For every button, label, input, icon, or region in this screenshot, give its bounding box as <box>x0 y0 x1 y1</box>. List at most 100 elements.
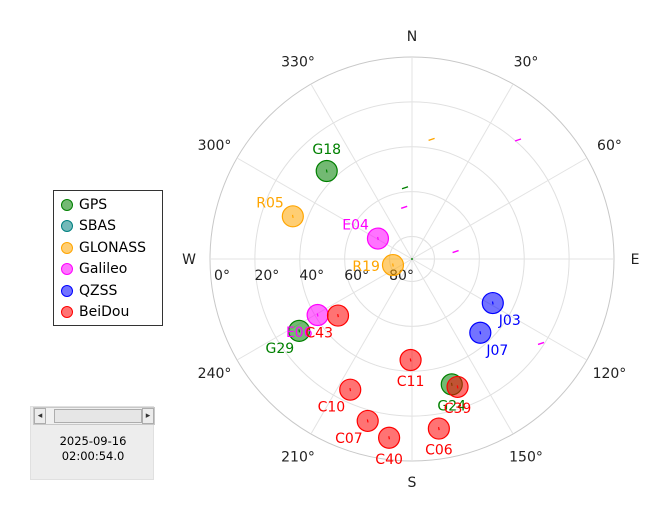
satellite-tracks <box>400 137 545 346</box>
satellite-track-tick <box>366 419 369 423</box>
satellite-track-tick <box>491 301 494 305</box>
azimuth-spoke <box>411 157 588 260</box>
satellite-track-tick <box>479 331 482 335</box>
satellite-r05: R05 <box>256 195 304 228</box>
current-time: 02:00:54.0 <box>61 449 125 463</box>
glonass-marker-icon <box>61 241 73 254</box>
qzss-marker-icon <box>61 284 73 297</box>
satellite-label: G24 <box>437 398 466 414</box>
azimuth-label: 300° <box>198 138 232 154</box>
legend-label: Galileo <box>79 261 128 278</box>
satellite-track-tick <box>456 385 459 389</box>
azimuth-label: 30° <box>514 55 539 71</box>
satellite-track-tick <box>377 236 379 241</box>
satellite-c10: C10 <box>318 378 362 416</box>
satellite-track-tick <box>349 388 352 392</box>
satellite-label: C43 <box>305 326 333 342</box>
azimuth-spoke <box>411 83 514 260</box>
gps-marker-icon <box>61 198 73 211</box>
track-mark <box>452 249 459 254</box>
legend-item-gps: GPS <box>61 194 162 216</box>
satellite-track-tick <box>291 214 294 218</box>
legend-label: QZSS <box>79 282 118 299</box>
satellite-c07: C07 <box>335 409 379 447</box>
satellite-track-tick <box>298 329 301 333</box>
azimuth-label: 150° <box>509 449 543 465</box>
slider-thumb[interactable] <box>54 409 142 423</box>
satellite-label: C10 <box>318 400 346 416</box>
azimuth-spoke <box>310 258 413 435</box>
satellite-j03: J03 <box>481 291 521 329</box>
satellite-c06: C06 <box>425 417 453 459</box>
satellite-label: C06 <box>425 443 453 459</box>
galileo-marker-icon <box>61 263 73 276</box>
legend-item-sbas: SBAS <box>61 216 162 238</box>
direction-label-e: E <box>631 252 640 268</box>
sbas-marker-icon <box>61 220 73 233</box>
satellite-track-tick <box>388 436 390 440</box>
azimuth-spoke <box>411 258 514 435</box>
elevation-label: 40° <box>299 268 324 284</box>
satellite-label: J07 <box>485 343 508 359</box>
legend-item-qzss: QZSS <box>61 280 162 302</box>
satellite-label: C11 <box>397 374 425 390</box>
satellite-track-tick <box>325 169 328 173</box>
satellite-label: R05 <box>256 195 284 211</box>
satellite-track-tick <box>409 358 412 362</box>
track-mark <box>514 138 522 142</box>
satellite-e06: E06 <box>286 303 329 341</box>
legend-item-galileo: Galileo <box>61 259 162 281</box>
satellite-label: C39 <box>444 401 472 417</box>
satellite-markers: G18 G29 G24 R05 R19 E04 E06 J03 J07 C43 C11 C39 C10 C… <box>256 142 520 468</box>
direction-label-s: S <box>408 475 417 491</box>
satellite-g29: G29 <box>266 319 311 357</box>
legend-item-glonass: GLONASS <box>61 237 162 259</box>
azimuth-label: 60° <box>597 138 622 154</box>
track-mark <box>537 341 545 346</box>
legend-label: SBAS <box>79 218 116 235</box>
direction-label-n: N <box>407 29 417 45</box>
satellite-track-tick <box>316 313 319 317</box>
azimuth-label: 210° <box>281 449 315 465</box>
constellation-legend: GPS SBAS GLONASS Galileo QZSS BeiDou <box>53 190 163 326</box>
elevation-label: 0° <box>214 268 230 284</box>
legend-item-beidou: BeiDou <box>61 302 162 324</box>
satellite-track-tick <box>337 313 339 318</box>
track-mark <box>400 205 408 209</box>
satellite-label: R19 <box>352 259 380 275</box>
direction-label-w: W <box>182 252 196 268</box>
satellite-c11: C11 <box>397 348 425 390</box>
satellite-label: E06 <box>286 325 313 341</box>
satellite-label: C07 <box>335 431 363 447</box>
slider-right-arrow-icon[interactable]: ▸ <box>142 408 154 424</box>
satellite-label: G18 <box>312 142 341 158</box>
satellite-e04: E04 <box>342 218 390 250</box>
satellite-c39: C39 <box>444 375 472 417</box>
beidou-marker-icon <box>61 306 73 319</box>
satellite-label: C40 <box>375 452 403 468</box>
elevation-label: 60° <box>344 268 369 284</box>
satellite-g18: G18 <box>312 142 341 183</box>
azimuth-label: 240° <box>198 366 232 382</box>
satellite-track-tick <box>392 263 394 267</box>
azimuth-spoke <box>310 83 413 260</box>
satellite-label: G29 <box>266 341 295 357</box>
elevation-label: 20° <box>254 268 279 284</box>
azimuth-label: 120° <box>593 366 627 382</box>
satellite-c43: C43 <box>305 304 350 342</box>
axis-labels: N E S W 30° 60° 120° 150° 210° 240° 300° 330° 0° 20° 4… <box>182 29 639 491</box>
legend-label: GLONASS <box>79 239 146 256</box>
satellite-label: E04 <box>342 218 369 234</box>
time-control-panel: ◂ ▸ 2025-09-16 02:00:54.0 <box>30 406 155 480</box>
time-slider[interactable]: ◂ ▸ <box>33 407 155 425</box>
slider-left-arrow-icon[interactable]: ◂ <box>34 408 46 424</box>
satellite-r19: R19 <box>352 253 405 277</box>
satellite-c40: C40 <box>375 426 403 468</box>
legend-label: BeiDou <box>79 304 130 321</box>
satellite-track-tick <box>437 426 440 431</box>
track-mark <box>428 137 435 142</box>
legend-label: GPS <box>79 196 108 213</box>
satellite-j07: J07 <box>469 321 508 359</box>
current-date: 2025-09-16 <box>59 434 127 448</box>
